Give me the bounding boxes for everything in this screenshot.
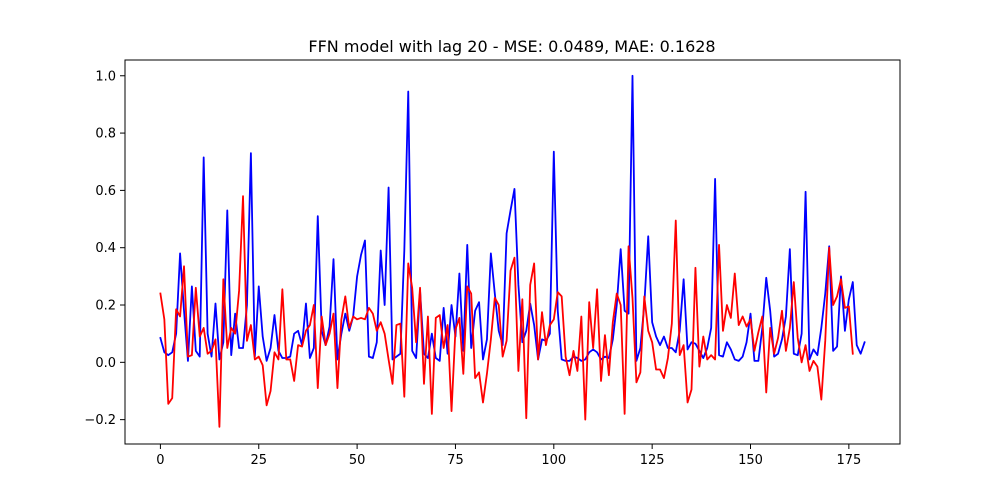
y-tick-label: 0.0 [95, 356, 116, 371]
y-tick-label: 0.8 [95, 127, 116, 142]
y-tick-label: 0.6 [95, 184, 116, 199]
x-tick-label: 150 [738, 453, 763, 468]
y-tick-label: −0.2 [84, 413, 116, 428]
y-tick-label: 0.2 [95, 299, 116, 314]
x-tick-label: 75 [447, 453, 464, 468]
x-tick-label: 100 [541, 453, 566, 468]
series-line-1 [159, 74, 866, 362]
x-tick-label: 50 [349, 453, 366, 468]
x-tick-label: 25 [250, 453, 267, 468]
x-tick-label: 125 [640, 453, 665, 468]
axes: 0 25 50 75 100 125 150 175 −0.2 0.0 0.2 0.4 0.6 0.8 1.… [84, 59, 901, 468]
y-tick-label: 0.4 [95, 241, 116, 256]
series-layer [159, 74, 866, 428]
x-tick-label: 0 [156, 453, 164, 468]
series-line-2 [159, 195, 854, 428]
y-tick-label: 1.0 [95, 69, 116, 84]
plot-frame [124, 59, 901, 445]
chart-title: FFN model with lag 20 - MSE: 0.0489, MAE… [308, 37, 715, 56]
x-tick-label: 175 [836, 453, 861, 468]
